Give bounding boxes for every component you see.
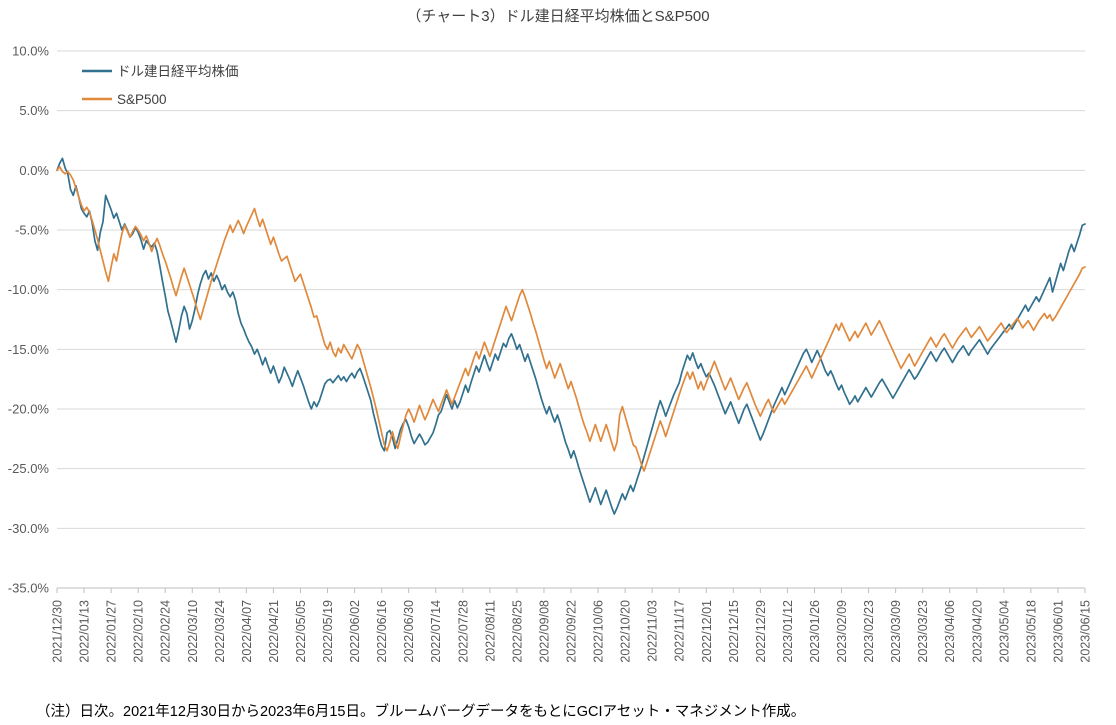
x-axis-tick-label: 2022/06/02 <box>348 600 362 663</box>
x-axis-tick-label: 2023/05/04 <box>997 600 1011 663</box>
x-axis-tick-label: 2021/12/30 <box>51 600 65 663</box>
x-axis-tick-label: 2023/02/09 <box>835 600 849 663</box>
x-axis-tick-label: 2022/12/29 <box>754 600 768 663</box>
chart-title: （チャート3）ドル建日経平均株価とS&P500 <box>406 8 710 25</box>
x-axis-tick-labels: 2021/12/30 2022/01/13 2022/01/27 2022/02/10… <box>51 600 1093 663</box>
y-axis-tick-label: -10.0% <box>8 282 50 297</box>
y-axis-tick-label: -20.0% <box>8 402 50 417</box>
x-axis-tick-label: 2022/02/10 <box>132 600 146 663</box>
x-axis-tick-label: 2022/09/08 <box>537 600 551 663</box>
y-axis-tick-label: 0.0% <box>19 163 49 178</box>
x-axis-tick-label: 2022/02/24 <box>159 600 173 663</box>
y-axis-tick-label: 5.0% <box>19 103 49 118</box>
y-axis-tick-label: -35.0% <box>8 581 50 596</box>
x-axis-tick-label: 2023/03/09 <box>889 600 903 663</box>
x-axis-tick-label: 2022/06/30 <box>402 600 416 663</box>
series-line-nikkei-usd <box>56 157 1086 515</box>
y-axis-tick-label: -25.0% <box>8 461 50 476</box>
x-axis-tick-label: 2022/03/10 <box>186 600 200 663</box>
x-axis-tick-label: 2023/06/01 <box>1051 600 1065 663</box>
x-axis-tick-label: 2022/03/24 <box>213 600 227 663</box>
x-axis-tick-label: 2022/11/17 <box>673 600 687 662</box>
x-axis-tick-label: 2022/10/06 <box>592 600 606 663</box>
chart-svg: 10.0% 5.0% 0.0% -5.0% -10.0% -15.0% -20.0% -25.… <box>8 44 1093 663</box>
x-axis-tick-label: 2023/05/18 <box>1024 600 1038 663</box>
x-axis-tick-label: 2022/11/03 <box>646 600 660 662</box>
x-axis-tick-label: 2022/05/19 <box>321 600 335 663</box>
x-axis-tick-label: 2022/08/25 <box>510 600 524 663</box>
x-axis-tick-label: 2023/03/23 <box>916 600 930 663</box>
x-axis-tick-label: 2022/07/28 <box>456 600 470 663</box>
legend-label-sp500: S&P500 <box>117 92 167 107</box>
series-lines <box>56 157 1086 589</box>
x-axis-tick-label: 2022/01/13 <box>78 600 92 663</box>
x-axis-tick-label: 2022/04/21 <box>267 600 281 663</box>
y-axis-tick-label: 10.0% <box>12 44 49 59</box>
x-axis-tick-label: 2022/07/14 <box>429 600 443 663</box>
x-axis-tick-label: 2023/01/12 <box>781 600 795 663</box>
y-axis-tick-labels: 10.0% 5.0% 0.0% -5.0% -10.0% -15.0% -20.0% -25.… <box>8 44 50 596</box>
x-axis-tick-label: 2023/06/15 <box>1079 600 1093 663</box>
x-axis-tick-label: 2022/04/07 <box>240 600 254 663</box>
series-line-sp500 <box>56 165 1086 472</box>
x-axis-tick-label: 2023/02/23 <box>862 600 876 663</box>
chart-footnote: （注）日次。2021年12月30日から2023年6月15日。ブルームバーグデータ… <box>36 704 806 720</box>
x-axis-tick-label: 2023/04/06 <box>943 600 957 663</box>
x-axis-tick-label: 2022/12/01 <box>700 600 714 663</box>
legend-label-nikkei-usd: ドル建日経平均株価 <box>117 64 239 79</box>
gridlines <box>57 50 1085 589</box>
x-axis-tick-label: 2022/05/05 <box>294 600 308 663</box>
x-axis-tick-label: 2022/08/11 <box>483 600 497 662</box>
x-axis-tick-label: 2023/01/26 <box>808 600 822 663</box>
y-axis-tick-label: -15.0% <box>8 342 50 357</box>
x-axis-tick-label: 2022/10/20 <box>619 600 633 663</box>
x-axis-ticks <box>56 588 1086 593</box>
x-axis-tick-label: 2022/06/16 <box>375 600 389 663</box>
x-axis-tick-label: 2023/04/20 <box>970 600 984 663</box>
y-axis-tick-label: -5.0% <box>15 223 49 238</box>
plot-area-wrapper: 10.0% 5.0% 0.0% -5.0% -10.0% -15.0% -20.0% -25.… <box>8 44 1093 663</box>
y-axis-tick-label: -30.0% <box>8 521 50 536</box>
x-axis-tick-label: 2022/12/15 <box>727 600 741 663</box>
x-axis-tick-label: 2022/01/27 <box>105 600 119 663</box>
x-axis-tick-label: 2022/09/22 <box>565 600 579 663</box>
chart-legend: ドル建日経平均株価 S&P500 <box>82 64 239 107</box>
